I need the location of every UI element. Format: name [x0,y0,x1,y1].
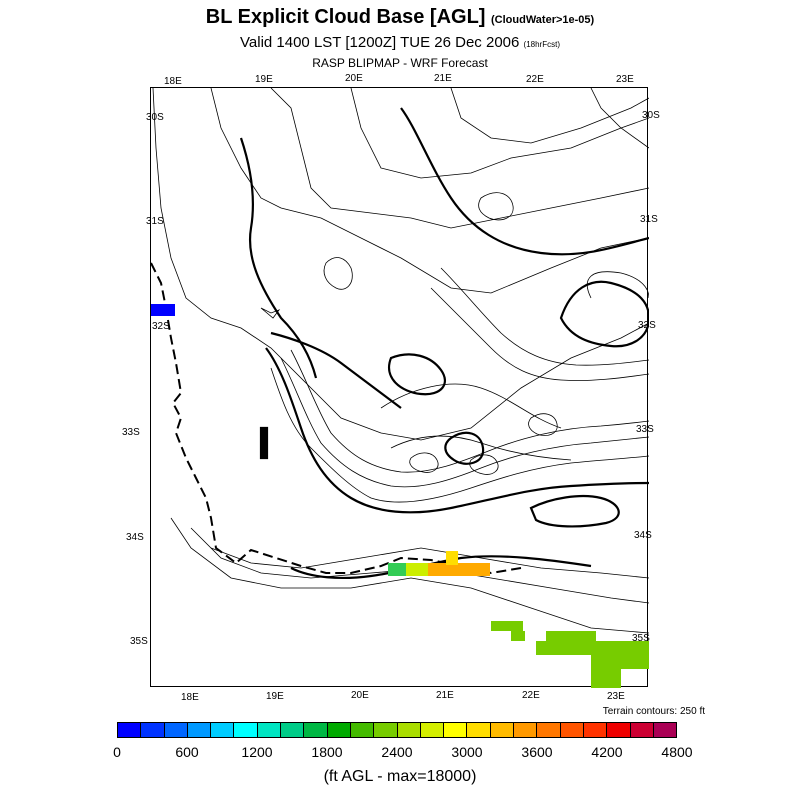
bottom-lon-label: 18E [181,692,199,703]
colorbar-tick-label: 1800 [311,744,343,760]
colorbar-swatch [490,723,515,737]
colorbar-swatch [257,723,282,737]
colorbar-swatch [141,723,165,737]
right-lat-label: 30S [642,110,660,121]
top-lon-label: 23E [616,74,634,85]
coastline [151,262,522,575]
colorbar-swatch [607,723,631,737]
top-lon-label: 22E [526,74,544,85]
colorbar-tick-label: 600 [175,744,199,760]
colorbar-swatch [374,723,398,737]
right-lat-label: 31S [640,214,658,225]
colorbar-tick-label: 3600 [521,744,553,760]
colorbar-swatch [514,723,538,737]
left-lat-label: 30S [146,112,164,123]
colorbar-swatch [164,723,188,737]
top-lon-label: 20E [345,73,363,84]
cloud-patch-orange [428,563,490,576]
top-lon-label: 21E [434,73,452,84]
colorbar-swatch [630,723,654,737]
left-lat-label: 34S [126,532,144,543]
colorbar-tick-label: 0 [113,744,121,760]
left-lat-label: 32S [152,321,170,332]
bottom-lon-label: 20E [351,690,369,701]
right-lat-label: 32S [638,320,656,331]
colorbar-swatch [304,723,328,737]
colorbar-swatch [560,723,584,737]
colorbar-swatch [653,723,677,737]
cloud-patch-lime [491,621,523,631]
terrain-contour-note: Terrain contours: 250 ft [602,706,705,717]
colorbar-tick-label: 4800 [661,744,693,760]
bottom-lon-label: 23E [607,691,625,702]
colorbar-tick-label: 2400 [381,744,413,760]
colorbar-swatch [211,723,235,737]
colorbar-swatch [467,723,491,737]
colorbar-tick-label: 4200 [591,744,623,760]
chart-subtitle: Valid 1400 LST [1200Z] TUE 26 Dec 2006 (… [0,34,800,51]
colorbar-swatch [537,723,561,737]
cloud-patch-blue [151,304,175,316]
left-lat-label: 33S [122,427,140,438]
contour-map [151,88,649,688]
bottom-lon-label: 21E [436,690,454,701]
colorbar-swatch [350,723,375,737]
left-lat-label: 31S [146,216,164,227]
left-lat-label: 35S [130,636,148,647]
colorbar-swatch [187,723,212,737]
map-panel [150,87,649,688]
cloud-fill-patches [151,304,649,688]
colorbar-swatch [234,723,258,737]
colorbar-swatch [327,723,351,737]
subtitle-note: (18hrFcst) [523,40,560,49]
colorbar-swatch [420,723,445,737]
source-line: RASP BLIPMAP - WRF Forecast [312,56,488,70]
top-lon-label: 19E [255,74,273,85]
chart-title: BL Explicit Cloud Base [AGL] (CloudWater… [0,6,800,29]
right-lat-label: 35S [632,633,650,644]
title-main: BL Explicit Cloud Base [AGL] [205,6,486,28]
title-note: (CloudWater>1e-05) [491,14,595,26]
colorbar-tick-label: 3000 [451,744,483,760]
subtitle-main: Valid 1400 LST [1200Z] TUE 26 Dec 2006 [240,34,520,51]
bottom-lon-label: 19E [266,691,284,702]
colorbar-units: (ft AGL - max=18000) [323,768,477,785]
thick-contours [239,107,649,580]
bottom-lon-label: 22E [522,690,540,701]
thin-contours [152,88,649,634]
colorbar-swatch [281,723,305,737]
colorbar-swatch [444,723,468,737]
top-lon-label: 18E [164,76,182,87]
colorbar-ticks: 0 600 1200 1800 2400 3000 3600 4200 4800 [113,744,692,764]
colorbar-swatch [397,723,421,737]
colorbar [117,722,677,738]
colorbar-tick-label: 1200 [241,744,273,760]
colorbar-swatch [583,723,608,737]
right-lat-label: 34S [634,530,652,541]
right-lat-label: 33S [636,424,654,435]
colorbar-swatch [118,723,142,737]
